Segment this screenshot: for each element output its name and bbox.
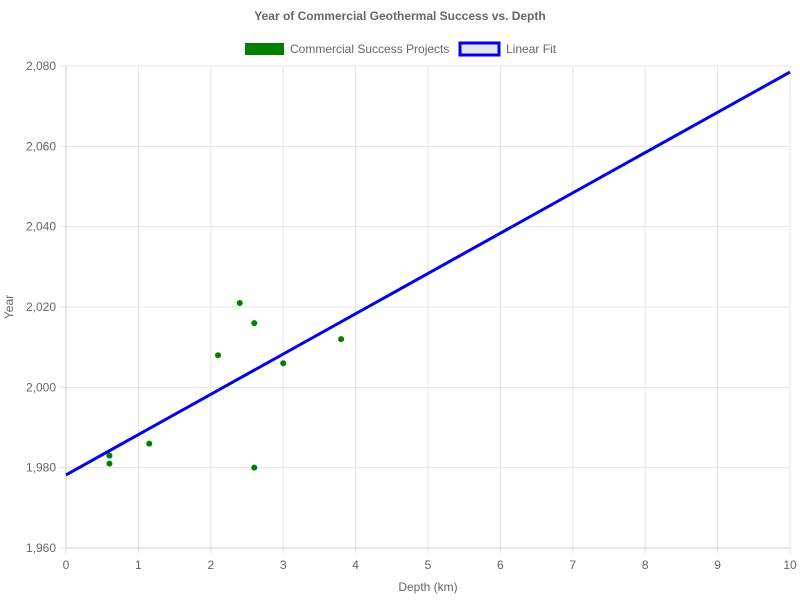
y-tick-label: 2,060 [26,139,56,153]
x-tick-label: 4 [352,558,359,572]
y-tick-label: 2,080 [26,59,56,73]
x-tick-label: 9 [714,558,721,572]
data-point[interactable] [106,460,113,467]
linear-fit-line [65,70,791,477]
legend-item-scatter[interactable]: Commercial Success Projects [245,42,449,56]
y-tick-label: 2,040 [26,220,56,234]
y-axis-label: Year [2,295,16,319]
y-axis-ticks: 1,960 1,980 2,000 2,020 2,040 2,060 2,080 [26,59,56,555]
y-tick-label: 1,960 [26,541,56,555]
x-tick-label: 1 [135,558,142,572]
data-point[interactable] [215,352,222,359]
legend-label-scatter: Commercial Success Projects [290,42,449,56]
x-tick-label: 6 [497,558,504,572]
chart-title: Year of Commercial Geothermal Success vs… [254,9,545,23]
data-point[interactable] [106,452,113,459]
x-axis-label: Depth (km) [398,580,457,594]
x-tick-label: 7 [569,558,576,572]
legend: Commercial Success Projects Linear Fit [245,41,557,57]
legend-label-linear-fit: Linear Fit [506,42,557,56]
data-point[interactable] [338,336,345,343]
y-tick-label: 2,020 [26,300,56,314]
x-axis-ticks: 0 1 2 3 4 5 6 7 8 9 10 [63,558,797,572]
grid [60,65,791,554]
legend-swatch-linear-fit [458,41,501,57]
x-tick-label: 2 [207,558,214,572]
y-tick-label: 1,980 [26,461,56,475]
plot-area [65,70,791,477]
axes [65,66,790,549]
x-tick-label: 0 [63,558,70,572]
x-tick-label: 10 [783,558,797,572]
y-tick-label: 2,000 [26,380,56,394]
x-tick-label: 5 [425,558,432,572]
legend-item-linear-fit[interactable]: Linear Fit [458,41,557,57]
data-point[interactable] [251,320,258,327]
data-point[interactable] [280,360,287,367]
data-point[interactable] [236,299,243,306]
x-tick-label: 8 [642,558,649,572]
x-tick-label: 3 [280,558,287,572]
legend-swatch-scatter [245,43,284,55]
data-point[interactable] [146,440,153,447]
data-point[interactable] [251,464,258,471]
